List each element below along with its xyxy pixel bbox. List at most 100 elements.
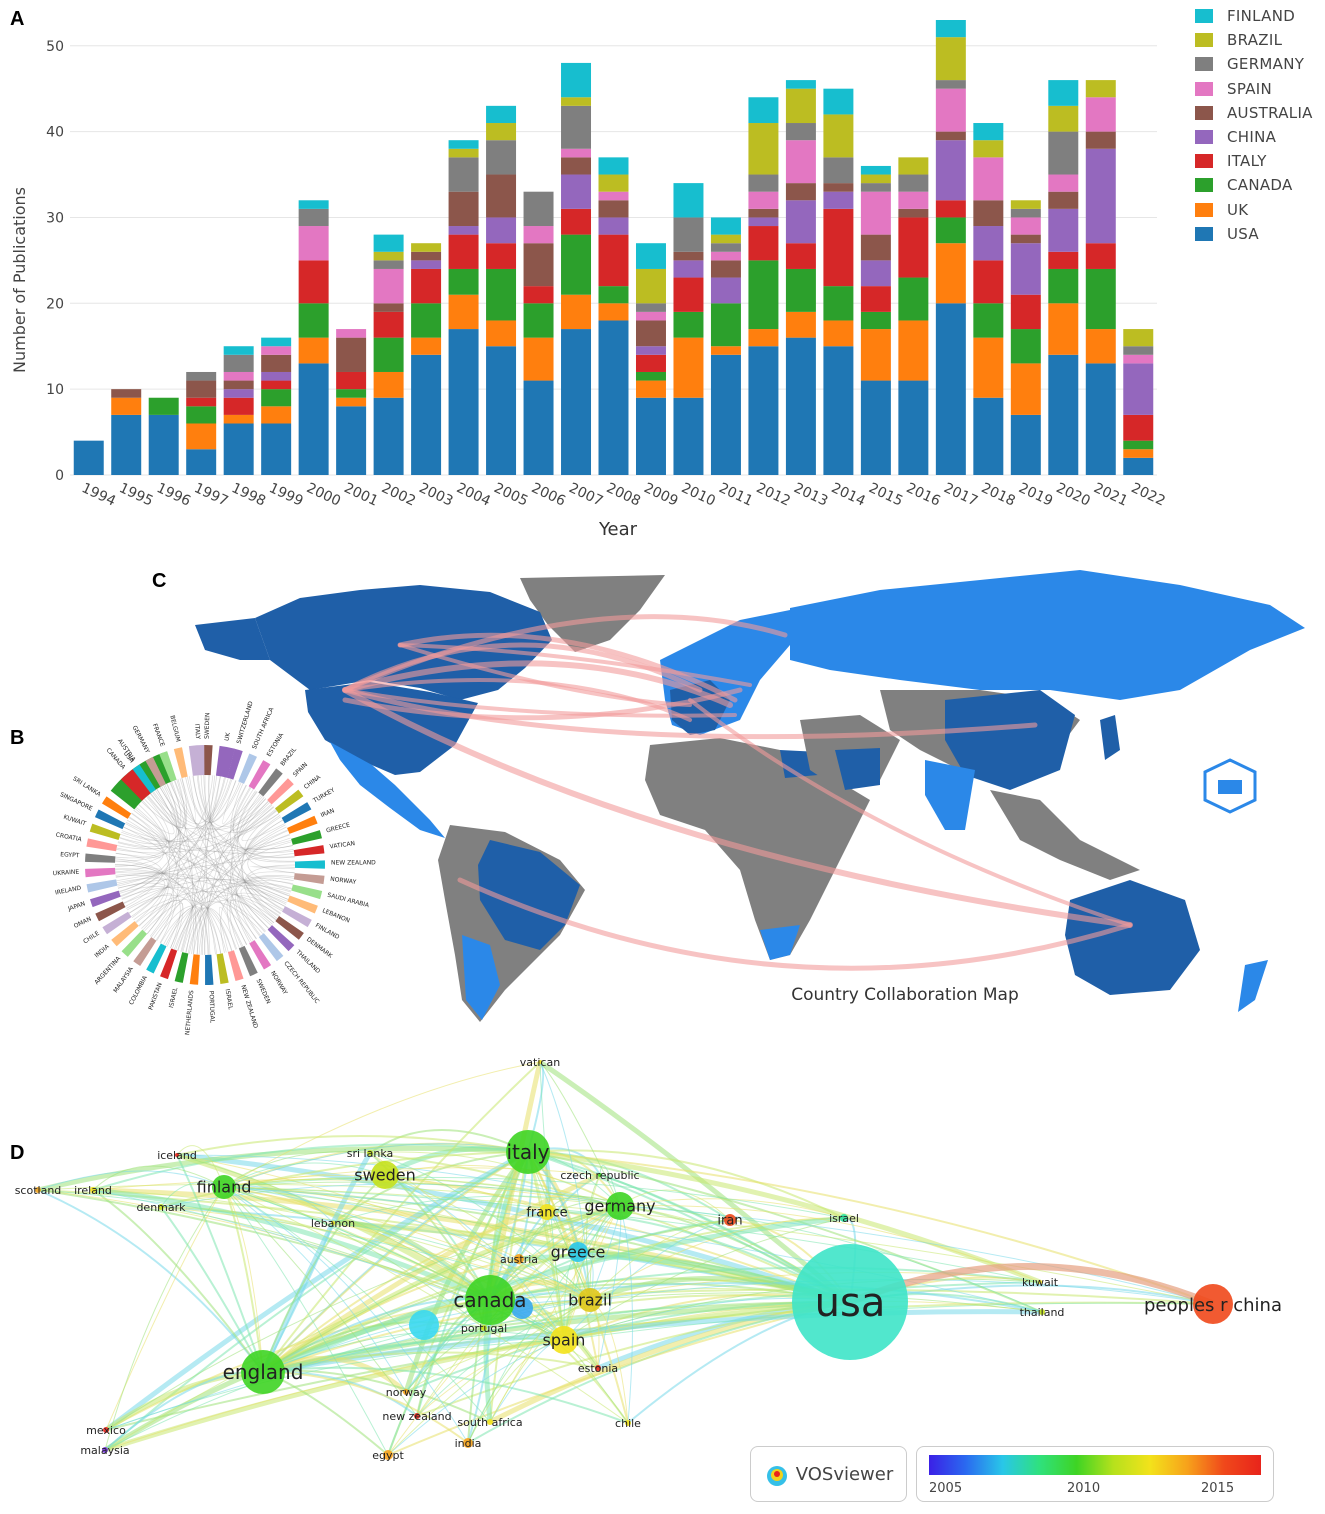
x-axis-label: Year: [598, 519, 638, 540]
network-edge: [223, 1186, 407, 1393]
legend-swatch: [1195, 202, 1213, 217]
chord-label: EGYPT: [60, 851, 80, 859]
network-node: [241, 1350, 285, 1394]
legend-label: BRAZIL: [1227, 31, 1283, 50]
chord-arc: [258, 933, 284, 962]
bar-segment: [860, 165, 891, 175]
network-node: [514, 1254, 524, 1264]
bar-segment: [1048, 105, 1079, 132]
network-node: [1039, 1309, 1045, 1315]
network-edge: [223, 1186, 1043, 1313]
chord-label: OMAN: [73, 916, 93, 930]
chord-ribbon: [229, 876, 295, 949]
chord-ribbon: [115, 872, 287, 904]
bar-segment: [1048, 208, 1079, 252]
bar-segment: [860, 380, 891, 475]
chord-ribbon: [119, 837, 289, 900]
map-land-india: [925, 760, 975, 830]
network-node: [578, 1288, 602, 1312]
bar-segment: [561, 294, 592, 330]
bar-segment: [748, 191, 779, 209]
chord-label: ISRAEL: [168, 986, 180, 1008]
chord-ribbon: [173, 894, 283, 950]
bar-segment: [785, 183, 816, 201]
bar-segment: [935, 140, 966, 201]
chord-ribbon: [196, 775, 294, 854]
network-edge: [223, 1186, 418, 1417]
network-node-label: lebanon: [311, 1217, 355, 1230]
chord-ribbon: [115, 867, 161, 878]
network-node: [487, 1419, 493, 1425]
bar-segment: [598, 303, 629, 321]
network-edge: [384, 1174, 565, 1341]
bar-segment: [223, 371, 254, 381]
chord-label: VATICAN: [329, 840, 355, 850]
bar-segment: [486, 346, 517, 475]
x-tick-label: 2003: [416, 480, 455, 510]
chord-label: SWEDEN: [255, 978, 272, 1005]
chord-arc: [86, 838, 118, 852]
bar-segment: [336, 406, 367, 475]
collab-arc: [688, 698, 1132, 927]
chord-label: SPAIN: [292, 761, 309, 778]
chord-label: UK: [223, 731, 232, 742]
chord-ribbon: [115, 869, 254, 942]
chord-ribbon: [154, 780, 187, 826]
map-land-china: [945, 690, 1075, 790]
bar-segment: [373, 397, 404, 475]
bar-segment: [860, 183, 891, 192]
chord-ribbon: [116, 852, 295, 882]
bar-segment: [448, 140, 479, 149]
bar-segment: [1010, 200, 1041, 209]
bar-segment: [785, 200, 816, 244]
bar-segment: [748, 217, 779, 227]
chord-arc: [174, 952, 189, 983]
chord-label: IRELAND: [55, 885, 83, 897]
bar-segment: [635, 303, 666, 312]
chord-ribbon: [235, 877, 294, 943]
network-edge: [37, 1170, 225, 1191]
chord-ribbon: [152, 791, 244, 947]
bar-segment: [561, 105, 592, 149]
network-edge: [405, 1205, 621, 1393]
bar-segment: [710, 234, 741, 244]
network-node-label: greece: [551, 1243, 606, 1262]
network-node: [606, 1192, 634, 1220]
panel-label-a: A: [10, 8, 25, 30]
chord-ribbon: [177, 907, 193, 953]
chord-ribbon: [175, 798, 267, 951]
x-tick-label: 2016: [904, 480, 943, 510]
stacked-bar-chart: 0102030405019941995199619971998199920002…: [10, 20, 1168, 540]
chord-ribbon: [192, 775, 284, 910]
chord-arc: [189, 954, 200, 985]
x-tick-label: 1995: [117, 480, 156, 510]
chord-ribbon: [181, 776, 197, 822]
chord-ribbon: [117, 877, 291, 895]
bar-segment: [148, 397, 179, 415]
chord-ribbon: [247, 876, 293, 897]
chord-label: GERMANY: [131, 725, 151, 755]
network-node: [481, 1325, 487, 1331]
network-edge: [489, 1299, 591, 1423]
chord-ribbon: [222, 780, 247, 825]
network-node-label: portugal: [461, 1322, 507, 1335]
chord-arc: [281, 802, 312, 824]
bar-segment: [561, 157, 592, 175]
bar-segment: [298, 226, 329, 261]
legend-item: CANADA: [1195, 173, 1313, 197]
chord-arc: [173, 747, 188, 779]
chord-ribbon: [241, 806, 285, 842]
chord-ribbon: [121, 808, 276, 900]
network-node: [90, 1187, 96, 1193]
chord-ribbon: [204, 788, 254, 956]
bar-segment: [448, 157, 479, 192]
network-edge: [527, 1149, 845, 1219]
chord-arc: [227, 748, 243, 780]
chord-ribbon: [203, 775, 284, 911]
bar-segment: [1048, 268, 1079, 304]
bar-segment: [261, 371, 292, 381]
bar-segment: [298, 260, 329, 304]
network-node-label: finland: [197, 1178, 252, 1197]
legend-item: SPAIN: [1195, 77, 1313, 101]
network-node-label: south africa: [457, 1416, 522, 1429]
